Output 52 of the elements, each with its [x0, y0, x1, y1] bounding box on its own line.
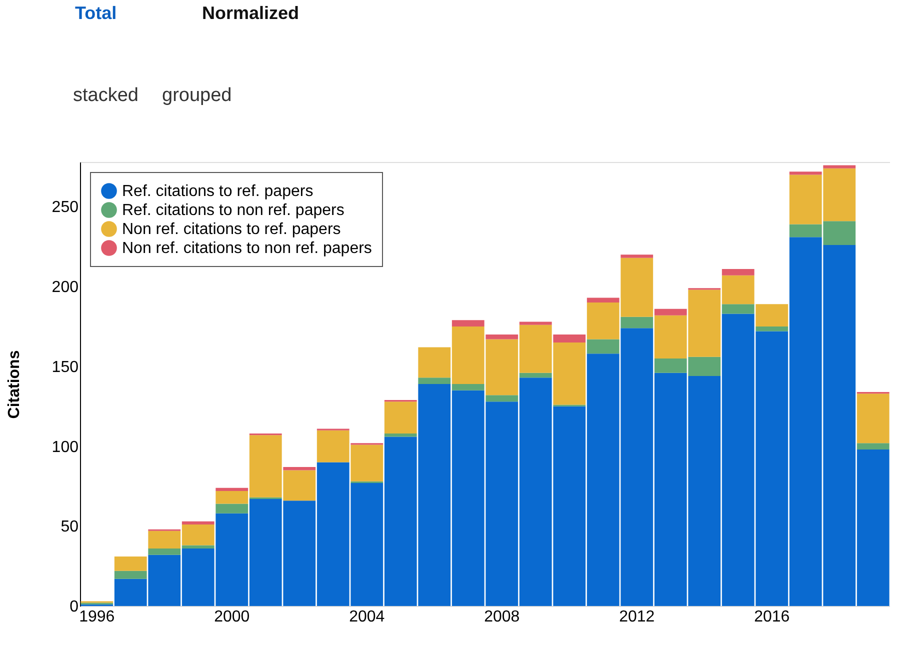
bar	[148, 548, 181, 555]
y-tick-label: 150	[52, 358, 79, 376]
bar	[486, 334, 518, 340]
bar	[216, 488, 248, 492]
bar	[384, 434, 417, 437]
bar	[722, 269, 754, 276]
y-tick-label: 50	[60, 518, 79, 536]
x-tick-label: 2004	[349, 608, 385, 626]
bar	[519, 322, 552, 325]
bar	[823, 165, 856, 168]
legend-label: Non ref. citations to ref. papers	[122, 221, 341, 238]
bar	[182, 545, 214, 549]
bar	[789, 172, 822, 175]
bar	[620, 254, 654, 258]
legend-label: Ref. citations to non ref. papers	[122, 202, 344, 219]
bar	[620, 316, 654, 328]
x-tick-label: 2008	[484, 608, 520, 626]
bar	[114, 570, 147, 579]
bar	[384, 402, 417, 434]
bar	[756, 304, 788, 327]
y-axis-title: Citations	[6, 350, 23, 419]
bar	[586, 339, 620, 354]
bar	[452, 320, 484, 327]
bar	[722, 304, 754, 314]
legend-label: Non ref. citations to non ref. papers	[122, 240, 372, 257]
y-tick-label: 0	[70, 598, 79, 616]
x-tick-label: 1996	[79, 608, 115, 626]
bar	[519, 372, 552, 378]
bar	[216, 504, 248, 514]
bar	[553, 334, 586, 342]
bar	[283, 467, 316, 470]
bar	[856, 394, 890, 444]
bar	[418, 378, 451, 384]
bar	[182, 521, 214, 525]
text: Total	[75, 3, 117, 23]
bar	[756, 326, 788, 332]
text: grouped	[162, 85, 232, 106]
bar	[452, 384, 484, 390]
bar	[654, 308, 687, 316]
legend-label: Ref. citations to ref. papers	[122, 183, 314, 200]
y-tick-label: 100	[52, 438, 79, 456]
text: stacked	[73, 85, 138, 106]
bar	[586, 298, 620, 303]
y-tick-label: 200	[52, 279, 79, 296]
y-tick-label: 250	[52, 199, 79, 216]
bar	[856, 443, 890, 450]
text: Normalized	[202, 3, 300, 23]
bar	[114, 556, 147, 571]
bar	[486, 395, 518, 402]
x-tick-label: 2016	[754, 608, 790, 626]
x-tick-label: 2000	[214, 608, 250, 626]
x-tick-label: 2012	[619, 608, 655, 626]
